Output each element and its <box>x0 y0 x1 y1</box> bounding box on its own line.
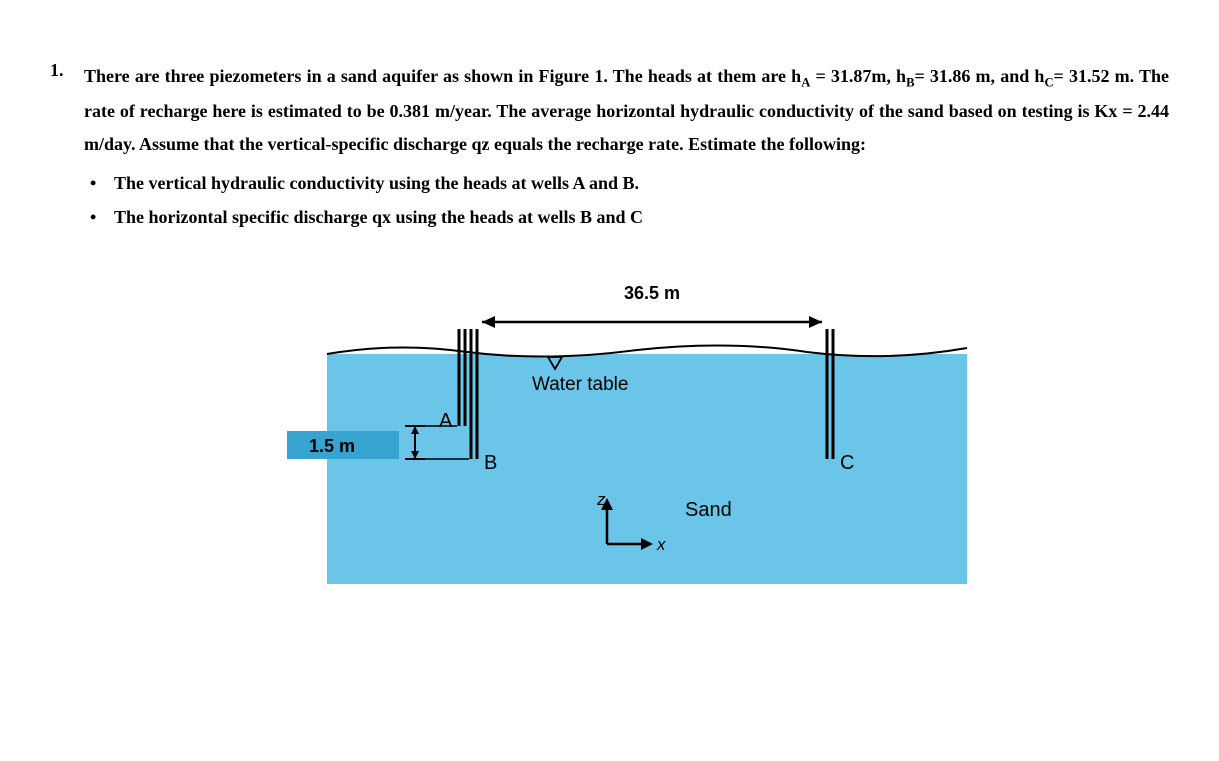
sand-label: Sand <box>685 499 732 521</box>
surface-wave <box>327 334 967 357</box>
water-table-label: Water table <box>532 374 628 395</box>
sub-c: C <box>1044 76 1053 90</box>
arrow-right-icon <box>809 316 822 328</box>
figure-container: 36.5 m Water table A B C 1.5 m <box>84 284 1169 614</box>
label-a: A <box>439 410 453 432</box>
arrow-left-icon <box>482 316 495 328</box>
sub-items: The vertical hydraulic conductivity usin… <box>84 167 1169 234</box>
vertical-distance-label: 1.5 m <box>309 436 355 456</box>
problem-text: There are three piezometers in a sand aq… <box>84 60 1169 161</box>
label-c: C <box>840 452 854 474</box>
horizontal-distance-label: 36.5 m <box>623 284 679 303</box>
axis-x-label: x <box>656 535 666 554</box>
problem-content: There are three piezometers in a sand aq… <box>84 60 1169 614</box>
problem-number: 1. <box>50 60 70 81</box>
aquifer-rect <box>327 354 967 584</box>
text-part1: There are three piezometers in a sand aq… <box>84 66 801 86</box>
aquifer-diagram: 36.5 m Water table A B C 1.5 m <box>267 284 987 614</box>
text-part2: = 31.87m, h <box>810 66 906 86</box>
axis-z-label: z <box>596 490 606 509</box>
bullet-1: The vertical hydraulic conductivity usin… <box>84 167 1169 200</box>
problem-container: 1. There are three piezometers in a sand… <box>50 60 1169 614</box>
text-part3: = 31.86 m, and h <box>914 66 1044 86</box>
bullet-2: The horizontal specific discharge qx usi… <box>84 201 1169 234</box>
sub-a: A <box>801 76 810 90</box>
label-b: B <box>484 452 497 474</box>
